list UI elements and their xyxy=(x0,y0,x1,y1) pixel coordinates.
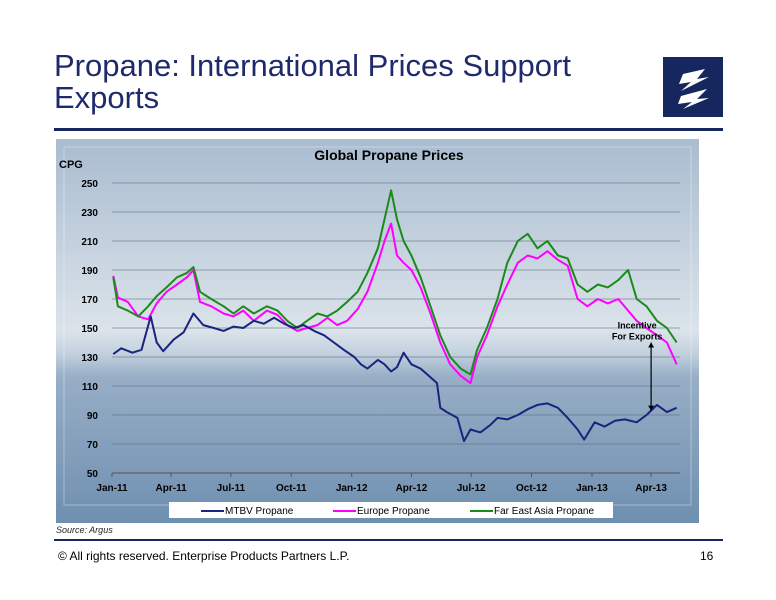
x-axis-ticks: Jan-11 Apr-11 Jul-11 Oct-11 Jan-12 Apr-12 Jul-… xyxy=(96,473,667,494)
annotation-line2: For Exports xyxy=(612,332,663,342)
x-tick-label: Jul-11 xyxy=(217,483,246,494)
y-axis-label: CPG xyxy=(59,159,83,171)
page-number: 16 xyxy=(700,549,714,563)
y-tick-label: 250 xyxy=(81,179,98,190)
y-tick-label: 210 xyxy=(81,237,98,248)
series-line-mtbv-propane xyxy=(112,312,678,443)
y-tick-label: 130 xyxy=(81,353,98,364)
propane-chart: 50 70 90 110 130 150 170 190 210 230 250 Jan-11 Apr… xyxy=(56,139,699,523)
x-tick-label: Jan-12 xyxy=(336,483,368,494)
y-tick-label: 170 xyxy=(81,295,98,306)
x-tick-label: Jul-12 xyxy=(457,483,486,494)
y-tick-label: 190 xyxy=(81,266,98,277)
y-tick-label: 230 xyxy=(81,208,98,219)
legend-box xyxy=(169,502,613,518)
x-tick-label: Apr-11 xyxy=(156,483,188,494)
annotation-arrow-head-down xyxy=(648,405,655,411)
legend-label-mtbv: MTBV Propane xyxy=(225,506,294,517)
y-tick-label: 50 xyxy=(87,469,99,480)
company-logo xyxy=(663,57,723,117)
series-lines xyxy=(112,189,678,443)
incentive-annotation: Incentive For Exports xyxy=(612,321,663,411)
annotation-line1: Incentive xyxy=(618,321,657,331)
y-tick-label: 150 xyxy=(81,324,98,335)
chart-panel: 50 70 90 110 130 150 170 190 210 230 250 Jan-11 Apr… xyxy=(56,139,699,523)
legend-label-europe: Europe Propane xyxy=(357,506,430,517)
legend: MTBV Propane Europe Propane Far East Asi… xyxy=(169,502,613,518)
chart-background xyxy=(56,139,699,523)
chart-title: Global Propane Prices xyxy=(314,147,464,163)
x-tick-label: Oct-12 xyxy=(516,483,548,494)
y-tick-label: 90 xyxy=(87,411,99,422)
legend-label-far-east: Far East Asia Propane xyxy=(494,506,594,517)
lightning-logo-icon xyxy=(678,69,709,109)
footer-divider xyxy=(54,539,723,541)
x-tick-label: Apr-13 xyxy=(635,483,667,494)
x-tick-label: Oct-11 xyxy=(276,483,307,494)
y-axis-ticks: 50 70 90 110 130 150 170 190 210 230 250 xyxy=(81,179,98,480)
x-tick-label: Jan-11 xyxy=(96,483,128,494)
x-tick-label: Jan-13 xyxy=(576,483,608,494)
x-tick-label: Apr-12 xyxy=(396,483,428,494)
y-tick-label: 70 xyxy=(87,440,99,451)
slide-title: Propane: International Prices Support Ex… xyxy=(54,48,571,115)
annotation-arrow-head-up xyxy=(648,342,655,348)
copyright-text: © All rights reserved. Enterprise Produc… xyxy=(58,549,350,563)
title-divider xyxy=(54,128,723,131)
series-line-far-east-asia-propane xyxy=(112,189,678,376)
source-note: Source: Argus xyxy=(56,525,113,535)
series-line-europe-propane xyxy=(112,222,678,385)
y-tick-label: 110 xyxy=(82,382,99,393)
